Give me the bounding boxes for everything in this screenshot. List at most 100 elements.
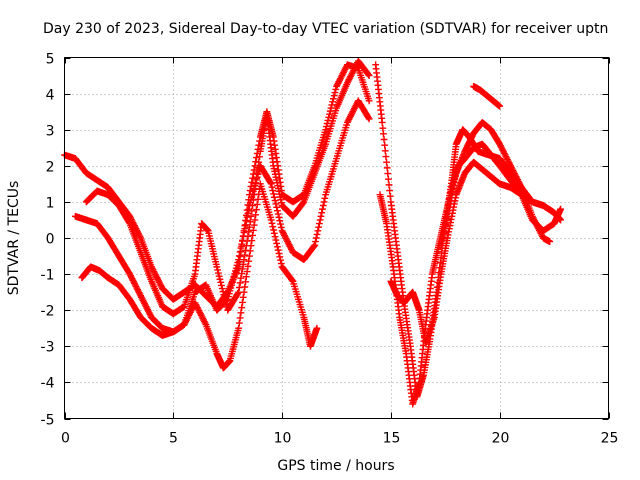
data-point-marker (241, 225, 249, 233)
data-point-marker (236, 279, 244, 287)
data-point-marker (239, 299, 246, 306)
data-point-marker (126, 270, 134, 278)
data-point-marker (186, 308, 194, 316)
data-point-marker (277, 220, 284, 228)
data-point-marker (313, 324, 321, 332)
data-point-marker (154, 275, 162, 283)
data-point-marker (316, 220, 323, 227)
data-point-marker (242, 278, 249, 286)
data-point-marker (314, 227, 322, 235)
data-point-marker (328, 101, 336, 109)
data-point-marker (497, 142, 504, 150)
data-point-marker (194, 305, 202, 313)
data-point-marker (252, 211, 260, 219)
data-point-marker (186, 310, 194, 318)
data-point-marker (156, 280, 164, 288)
data-point-marker (130, 278, 138, 286)
data-point-marker (379, 124, 387, 132)
data-point-marker (238, 304, 246, 312)
data-point-marker (319, 205, 326, 213)
data-point-marker (316, 216, 324, 224)
data-point-marker (536, 228, 544, 236)
series-track-3 (71, 97, 373, 336)
data-point-marker (505, 159, 513, 167)
data-point-marker (242, 221, 249, 229)
data-point-marker (514, 176, 521, 184)
data-point-marker (276, 253, 284, 261)
data-point-marker (380, 130, 387, 138)
data-point-marker (127, 272, 134, 280)
data-point-marker (135, 231, 143, 239)
data-point-marker (253, 206, 260, 214)
data-point-marker (141, 300, 148, 307)
data-point-marker (235, 324, 242, 332)
data-point-marker (350, 65, 358, 73)
data-point-marker (380, 136, 388, 143)
data-point-marker (239, 260, 247, 268)
data-point-marker (255, 158, 263, 166)
data-point-marker (498, 145, 506, 153)
data-point-marker (132, 283, 140, 290)
data-point-marker (345, 76, 353, 84)
data-point-marker (223, 296, 231, 304)
data-point-marker (320, 198, 328, 206)
series-track-7 (387, 158, 558, 347)
data-point-marker (144, 306, 152, 314)
data-point-marker (343, 79, 351, 87)
data-point-marker (350, 106, 357, 114)
data-point-marker (385, 181, 393, 189)
data-point-marker (364, 114, 372, 121)
data-point-marker (218, 285, 226, 292)
data-point-marker (155, 278, 163, 286)
series-track-2 (82, 57, 373, 318)
data-point-marker (535, 226, 543, 234)
x-tick-label: 5 (169, 431, 178, 447)
data-point-marker (378, 119, 386, 126)
data-point-marker (270, 226, 277, 234)
data-point-marker (322, 126, 330, 134)
data-point-marker (246, 252, 253, 260)
data-point-marker (514, 177, 522, 185)
data-point-marker (347, 112, 354, 120)
data-point-marker (311, 241, 319, 249)
data-point-marker (237, 274, 245, 282)
data-point-marker (275, 250, 283, 257)
data-point-marker (271, 197, 279, 205)
axis-ticks (64, 57, 610, 420)
data-point-marker (339, 70, 347, 78)
data-point-marker (253, 201, 261, 208)
data-point-marker (340, 69, 347, 76)
data-point-marker (214, 269, 222, 277)
data-point-marker (157, 282, 165, 289)
data-point-marker (145, 307, 152, 315)
data-point-marker (243, 206, 251, 214)
data-point-marker (246, 223, 253, 231)
data-point-marker (532, 220, 540, 228)
data-point-marker (284, 239, 292, 247)
data-point-marker (269, 223, 277, 231)
data-point-marker (152, 272, 160, 280)
data-point-marker (287, 244, 295, 252)
data-point-marker (349, 108, 357, 116)
data-point-marker (533, 222, 541, 230)
data-point-marker (242, 273, 250, 281)
data-point-marker (196, 308, 204, 316)
data-point-marker (333, 81, 341, 89)
data-point-marker (528, 212, 536, 220)
data-point-marker (136, 290, 144, 298)
y-tick-labels: -5 -4 -3 -2 -1 0 1 2 3 4 5 (41, 52, 55, 429)
data-point-marker (244, 209, 252, 217)
data-point-marker (336, 75, 344, 83)
data-point-marker (318, 209, 326, 217)
data-point-marker (383, 158, 390, 166)
data-point-marker (557, 205, 565, 213)
data-point-marker (254, 195, 262, 203)
y-tick-label: -3 (41, 340, 55, 356)
data-point-marker (149, 266, 157, 274)
data-point-marker (249, 232, 256, 239)
data-point-marker (535, 225, 542, 233)
data-point-marker (143, 304, 151, 312)
data-point-marker (333, 82, 340, 90)
data-point-marker (331, 89, 339, 96)
data-point-marker (220, 291, 228, 299)
